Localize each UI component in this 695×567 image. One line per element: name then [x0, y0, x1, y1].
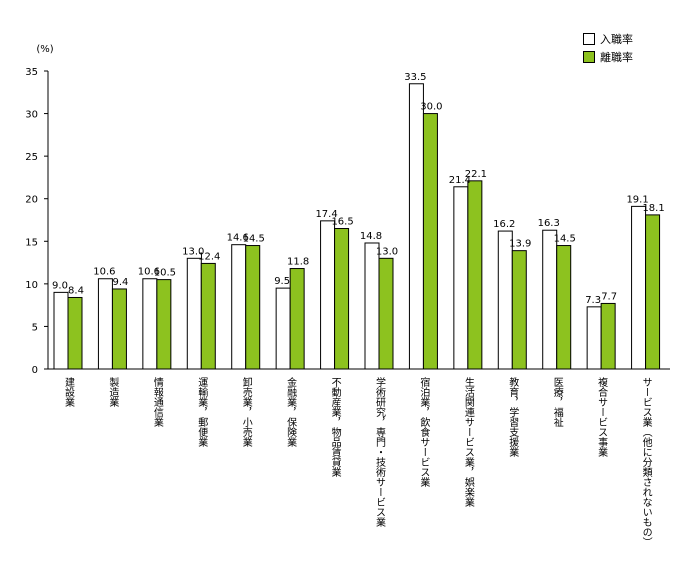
x-tick-label: 運輸業，郵便業: [196, 377, 208, 448]
x-tick-label: 不動産業，物品賃貸業: [329, 377, 341, 478]
x-tick-label: 学術研究，専門・技術サービス業: [374, 376, 386, 528]
data-label: 33.5: [404, 72, 426, 83]
data-label: 16.2: [493, 219, 515, 230]
x-tick-label: 卸売業，小売業: [240, 376, 252, 448]
bar-separation-rate: [600, 302, 616, 370]
y-tick-label: 5: [32, 322, 38, 333]
data-label: 9.0: [52, 280, 68, 291]
bar-separation-rate: [556, 245, 572, 370]
data-label: 11.8: [287, 257, 309, 268]
y-unit-label: (%): [36, 44, 53, 55]
x-tick-label: 金融業，保険業: [285, 376, 297, 448]
data-label: 7.7: [601, 291, 617, 302]
bar-separation-rate: [511, 250, 527, 370]
legend-swatch-hire: [583, 33, 595, 45]
y-tick-label: 15: [25, 237, 38, 248]
data-label: 12.4: [198, 251, 220, 262]
bar-separation-rate: [422, 113, 438, 370]
legend-label-hire: 入職率: [600, 33, 633, 46]
x-tick-label: 建設業: [63, 376, 75, 408]
bar-separation-rate: [289, 268, 305, 370]
y-tick-label: 20: [25, 195, 38, 206]
bar-hire-rate: [275, 287, 291, 370]
legend-label-separation: 離職率: [600, 51, 633, 64]
y-tick-label: 35: [25, 67, 38, 78]
x-tick-label: 生活関連サービス業，娯楽業: [462, 376, 474, 508]
bar-separation-rate: [111, 288, 127, 370]
legend-item-hire: 入職率: [583, 30, 633, 48]
data-label: 7.3: [585, 295, 601, 306]
data-label: 8.4: [68, 285, 84, 296]
data-label: 13.0: [182, 246, 204, 257]
y-tick-label: 0: [32, 365, 38, 376]
bar-hire-rate: [542, 229, 558, 370]
x-tick-label: 製造業: [107, 376, 119, 408]
data-label: 17.4: [315, 209, 337, 220]
data-label: 10.5: [154, 268, 176, 279]
bar-separation-rate: [334, 228, 350, 370]
legend: 入職率 離職率: [583, 30, 633, 66]
bar-hire-rate: [231, 244, 247, 370]
x-tick-label: 宿泊業，飲食サービス業: [418, 376, 430, 488]
bar-hire-rate: [97, 278, 113, 370]
bar-hire-rate: [186, 257, 202, 370]
x-tick-label: サービス業（他に分類されないもの）: [640, 377, 652, 547]
bar-separation-rate: [67, 296, 83, 370]
data-label: 19.1: [626, 194, 648, 205]
data-label: 18.1: [642, 203, 664, 214]
bar-hire-rate: [586, 306, 602, 370]
bar-hire-rate: [497, 230, 513, 370]
y-tick-label: 25: [25, 152, 38, 163]
y-tick-label: 30: [25, 110, 38, 121]
data-labels-group: 9.0 8.410.69.410.610.513.012.414.614.59.5…: [52, 72, 665, 306]
data-label: 30.0: [420, 102, 442, 113]
data-label: 21.4: [449, 175, 471, 186]
data-label: 10.6: [138, 267, 160, 278]
bar-hire-rate: [53, 291, 69, 370]
data-label: 14.5: [243, 234, 265, 245]
data-label: 16.3: [538, 218, 560, 229]
category-labels-group: 建設業 製造業 情報通信業 運輸業，郵便業 卸売業，小売業 金融業，保険業 不動産業，物品賃…: [63, 376, 653, 547]
bar-separation-rate: [245, 245, 261, 370]
bar-hire-rate: [631, 205, 647, 370]
bar-separation-rate: [156, 279, 172, 370]
x-tick-label: 複合サービス事業: [596, 376, 608, 458]
bar-hire-rate: [408, 83, 424, 370]
data-label: 10.6: [93, 267, 115, 278]
bar-separation-rate: [645, 214, 661, 370]
data-label: 14.6: [227, 233, 249, 244]
legend-item-separation: 離職率: [583, 48, 633, 66]
data-label: 16.5: [331, 217, 353, 228]
x-tick-label: 情報通信業: [151, 376, 163, 428]
data-label: 13.9: [509, 239, 531, 250]
bar-hire-rate: [142, 278, 158, 370]
bar-hire-rate: [364, 242, 380, 370]
data-label: 14.8: [360, 231, 382, 242]
legend-swatch-separation: [583, 51, 595, 63]
data-label: 22.1: [465, 169, 487, 180]
bar-separation-rate: [378, 257, 394, 370]
data-label: 14.5: [554, 234, 576, 245]
bar-hire-rate: [320, 220, 336, 370]
data-label: 9.5: [274, 276, 290, 287]
x-tick-label: 医療，福祉: [551, 377, 563, 427]
x-tick-label: 教育，学習支援業: [507, 376, 519, 458]
data-label: 13.0: [376, 246, 398, 257]
bar-separation-rate: [200, 262, 216, 370]
bar-separation-rate: [467, 180, 483, 370]
y-tick-label: 10: [25, 280, 38, 291]
data-label: 9.4: [112, 277, 128, 288]
bars-group: [53, 83, 661, 370]
bar-hire-rate: [453, 186, 469, 370]
